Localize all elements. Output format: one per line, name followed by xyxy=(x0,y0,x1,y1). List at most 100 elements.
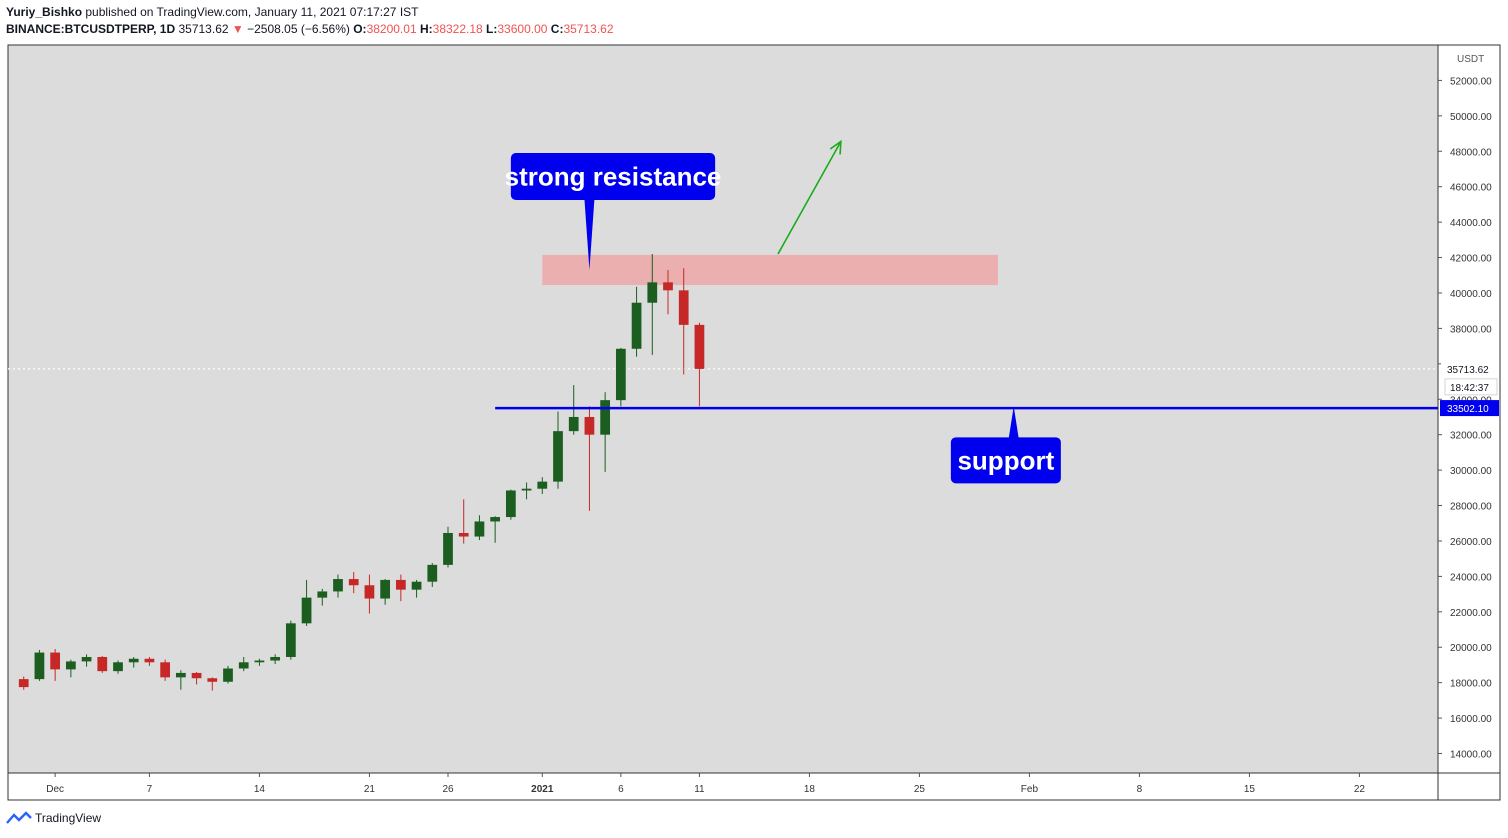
candle-body xyxy=(144,658,155,663)
candle-body xyxy=(411,581,422,590)
candle-body xyxy=(427,564,438,582)
x-tick-label: 21 xyxy=(364,784,376,795)
y-tick-label: 38000.00 xyxy=(1450,324,1492,335)
candle-body xyxy=(521,488,532,491)
candle-body xyxy=(490,517,501,522)
candle-body xyxy=(223,668,233,682)
x-tick-label: Dec xyxy=(46,784,64,795)
arrow-head-icon xyxy=(829,139,842,155)
candle-body xyxy=(663,282,673,291)
resistance-callout-text: strong resistance xyxy=(505,162,722,192)
candle-body xyxy=(443,532,453,565)
candle-body xyxy=(207,678,218,682)
y-tick-label: 40000.00 xyxy=(1450,289,1492,300)
candle-body xyxy=(333,579,343,592)
author-name[interactable]: Yuriy_Bishko xyxy=(6,5,83,19)
resistance-callout-box xyxy=(510,153,716,200)
chart-frame xyxy=(7,44,1501,801)
y-tick-label: 48000.00 xyxy=(1450,147,1492,158)
candle-body xyxy=(50,652,61,670)
uptrend-arrow xyxy=(777,141,842,255)
y-tick-label: 22000.00 xyxy=(1450,608,1492,619)
candle-body xyxy=(584,416,595,435)
candle-body xyxy=(631,302,642,349)
y-tick-label: 50000.00 xyxy=(1450,112,1492,123)
x-tick-label: 25 xyxy=(914,784,926,795)
y-tick-label: 24000.00 xyxy=(1450,572,1492,583)
symbol-name: BINANCE:BTCUSDTPERP, 1D xyxy=(6,22,176,36)
x-tick-label: 18 xyxy=(804,784,816,795)
candle-body xyxy=(553,431,563,482)
publication-line: Yuriy_Bishko published on TradingView.co… xyxy=(6,5,419,19)
high-label: H: xyxy=(419,22,433,36)
candle-body xyxy=(647,282,658,303)
candle-body xyxy=(458,532,469,537)
support-callout-text: support xyxy=(957,445,1054,475)
candle-body xyxy=(600,400,611,435)
low-value: 33600.00 xyxy=(497,22,548,36)
candle-body xyxy=(34,652,45,680)
candle-body xyxy=(160,662,171,678)
y-tick-label: 18000.00 xyxy=(1450,679,1492,690)
brand-name: TradingView xyxy=(35,811,102,825)
candle-body xyxy=(113,662,123,672)
candle-body xyxy=(285,623,296,657)
x-tick-label: 15 xyxy=(1244,784,1256,795)
candle-body xyxy=(175,672,186,678)
candle-body xyxy=(254,660,265,663)
y-tick-label: 26000.00 xyxy=(1450,537,1492,548)
candle-body xyxy=(505,490,516,518)
last-price-badge xyxy=(1441,360,1499,377)
y-tick-label: 42000.00 xyxy=(1450,254,1492,265)
y-tick-label: 28000.00 xyxy=(1450,502,1492,513)
candle-body xyxy=(301,597,312,624)
candle-body xyxy=(615,348,626,401)
countdown-badge xyxy=(1444,378,1498,396)
open-value: 38200.01 xyxy=(366,22,417,36)
candle-body xyxy=(65,661,76,670)
x-tick-label: 2021 xyxy=(531,784,554,795)
candle-body xyxy=(348,579,359,586)
x-tick-label: 6 xyxy=(618,784,624,795)
candle-body xyxy=(537,481,548,489)
candle-body xyxy=(395,579,406,590)
high-value: 38322.18 xyxy=(432,22,483,36)
price-change: −2508.05 (−6.56%) xyxy=(247,22,350,36)
resistance-zone xyxy=(542,254,998,286)
candle-body xyxy=(694,324,705,369)
candle-body xyxy=(128,658,139,663)
support-callout-box xyxy=(950,437,1061,484)
candle-body xyxy=(97,656,108,672)
support-callout-pointer xyxy=(1008,406,1019,439)
y-tick-label: 20000.00 xyxy=(1450,643,1492,654)
close-label: C: xyxy=(550,22,564,36)
y-tick-label: 32000.00 xyxy=(1450,431,1492,442)
y-tick-label: 44000.00 xyxy=(1450,218,1492,229)
candle-body xyxy=(238,662,249,669)
last-price-badge-label: 35713.62 xyxy=(1447,365,1489,376)
y-tick-label: 14000.00 xyxy=(1450,750,1492,761)
x-tick-label: 8 xyxy=(1137,784,1143,795)
tradingview-logo-icon xyxy=(6,811,32,824)
candle-body xyxy=(568,416,579,432)
support-level-badge xyxy=(1440,400,1499,417)
low-label: L: xyxy=(486,22,498,36)
x-tick-label: Feb xyxy=(1021,784,1039,795)
support-level-label: 33502.10 xyxy=(1447,404,1489,415)
candle-body xyxy=(270,656,281,661)
footer-brand[interactable]: TradingView xyxy=(6,811,101,825)
y-tick-label: 16000.00 xyxy=(1450,714,1492,725)
change-arrow-icon: ▼ xyxy=(231,22,244,36)
x-tick-label: 22 xyxy=(1354,784,1366,795)
currency-label: USDT xyxy=(1457,54,1484,65)
resistance-callout-pointer xyxy=(584,198,595,270)
candle-body xyxy=(364,585,375,599)
published-info: published on TradingView.com, January 11… xyxy=(85,5,419,19)
candle-body xyxy=(317,591,328,598)
candle-body xyxy=(81,656,92,662)
last-price: 35713.62 xyxy=(178,22,229,36)
candle-body xyxy=(18,679,29,688)
y-tick-label: 52000.00 xyxy=(1450,76,1492,87)
x-tick-label: 7 xyxy=(147,784,153,795)
